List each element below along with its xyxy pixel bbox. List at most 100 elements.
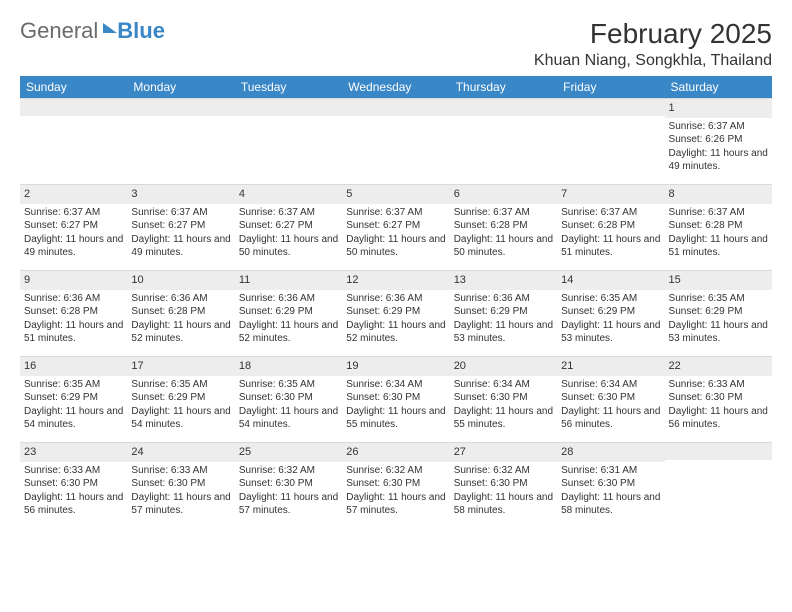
day-number: 12: [342, 270, 449, 290]
day-body: Sunrise: 6:33 AMSunset: 6:30 PMDaylight:…: [127, 462, 234, 522]
day-body: Sunrise: 6:33 AMSunset: 6:30 PMDaylight:…: [665, 376, 772, 436]
day-number: 17: [127, 356, 234, 376]
day-body: [127, 116, 234, 122]
day-info-line: Sunrise: 6:37 AM: [131, 206, 230, 220]
day-number: 8: [665, 184, 772, 204]
day-info-line: Daylight: 11 hours and 53 minutes.: [454, 319, 553, 346]
calendar-cell: 4Sunrise: 6:37 AMSunset: 6:27 PMDaylight…: [235, 184, 342, 270]
day-info-line: Sunrise: 6:32 AM: [454, 464, 553, 478]
day-body: [665, 460, 772, 466]
calendar-cell: 20Sunrise: 6:34 AMSunset: 6:30 PMDayligh…: [450, 356, 557, 442]
calendar-cell: 13Sunrise: 6:36 AMSunset: 6:29 PMDayligh…: [450, 270, 557, 356]
day-info-line: Sunset: 6:30 PM: [346, 477, 445, 491]
day-number: 2: [20, 184, 127, 204]
day-header-sunday: Sunday: [20, 76, 127, 98]
day-info-line: Daylight: 11 hours and 49 minutes.: [131, 233, 230, 260]
day-info-line: Daylight: 11 hours and 55 minutes.: [346, 405, 445, 432]
day-info-line: Sunrise: 6:35 AM: [239, 378, 338, 392]
day-info-line: Sunrise: 6:37 AM: [561, 206, 660, 220]
day-info-line: Sunrise: 6:37 AM: [669, 206, 768, 220]
day-header-tuesday: Tuesday: [235, 76, 342, 98]
day-number: 25: [235, 442, 342, 462]
day-number: 4: [235, 184, 342, 204]
month-title: February 2025: [534, 18, 772, 50]
day-body: Sunrise: 6:37 AMSunset: 6:28 PMDaylight:…: [557, 204, 664, 264]
day-info-line: Sunrise: 6:36 AM: [454, 292, 553, 306]
day-header-saturday: Saturday: [665, 76, 772, 98]
calendar-row: 9Sunrise: 6:36 AMSunset: 6:28 PMDaylight…: [20, 270, 772, 356]
calendar-cell: 21Sunrise: 6:34 AMSunset: 6:30 PMDayligh…: [557, 356, 664, 442]
day-info-line: Sunset: 6:30 PM: [24, 477, 123, 491]
day-info-line: Daylight: 11 hours and 56 minutes.: [24, 491, 123, 518]
day-info-line: Sunrise: 6:35 AM: [561, 292, 660, 306]
day-info-line: Sunrise: 6:37 AM: [346, 206, 445, 220]
day-info-line: Sunset: 6:30 PM: [454, 477, 553, 491]
calendar-cell: 12Sunrise: 6:36 AMSunset: 6:29 PMDayligh…: [342, 270, 449, 356]
day-info-line: Daylight: 11 hours and 49 minutes.: [669, 147, 768, 174]
day-info-line: Daylight: 11 hours and 51 minutes.: [561, 233, 660, 260]
calendar-row: 16Sunrise: 6:35 AMSunset: 6:29 PMDayligh…: [20, 356, 772, 442]
day-info-line: Sunset: 6:29 PM: [669, 305, 768, 319]
day-body: Sunrise: 6:36 AMSunset: 6:29 PMDaylight:…: [342, 290, 449, 350]
day-number: 21: [557, 356, 664, 376]
calendar-cell: [557, 98, 664, 184]
day-info-line: Sunset: 6:30 PM: [239, 477, 338, 491]
day-info-line: Sunset: 6:29 PM: [239, 305, 338, 319]
day-header-monday: Monday: [127, 76, 234, 98]
day-info-line: Sunset: 6:26 PM: [669, 133, 768, 147]
day-info-line: Sunset: 6:28 PM: [561, 219, 660, 233]
day-body: Sunrise: 6:33 AMSunset: 6:30 PMDaylight:…: [20, 462, 127, 522]
day-info-line: Sunrise: 6:33 AM: [24, 464, 123, 478]
day-info-line: Sunrise: 6:36 AM: [239, 292, 338, 306]
day-info-line: Sunrise: 6:33 AM: [669, 378, 768, 392]
calendar-cell: [127, 98, 234, 184]
day-info-line: Sunrise: 6:37 AM: [239, 206, 338, 220]
day-info-line: Sunrise: 6:34 AM: [561, 378, 660, 392]
day-body: Sunrise: 6:32 AMSunset: 6:30 PMDaylight:…: [342, 462, 449, 522]
calendar-cell: 6Sunrise: 6:37 AMSunset: 6:28 PMDaylight…: [450, 184, 557, 270]
day-info-line: Sunrise: 6:36 AM: [131, 292, 230, 306]
day-info-line: Sunrise: 6:36 AM: [24, 292, 123, 306]
day-number: [342, 98, 449, 116]
calendar-cell: [342, 98, 449, 184]
day-info-line: Sunset: 6:28 PM: [454, 219, 553, 233]
day-number: 3: [127, 184, 234, 204]
calendar-cell: 19Sunrise: 6:34 AMSunset: 6:30 PMDayligh…: [342, 356, 449, 442]
logo-text-general: General: [20, 18, 98, 44]
calendar-cell: 15Sunrise: 6:35 AMSunset: 6:29 PMDayligh…: [665, 270, 772, 356]
day-info-line: Daylight: 11 hours and 49 minutes.: [24, 233, 123, 260]
day-info-line: Sunrise: 6:37 AM: [24, 206, 123, 220]
day-body: Sunrise: 6:37 AMSunset: 6:28 PMDaylight:…: [450, 204, 557, 264]
day-body: Sunrise: 6:35 AMSunset: 6:29 PMDaylight:…: [557, 290, 664, 350]
day-info-line: Daylight: 11 hours and 56 minutes.: [561, 405, 660, 432]
day-info-line: Sunset: 6:27 PM: [24, 219, 123, 233]
calendar-cell: 17Sunrise: 6:35 AMSunset: 6:29 PMDayligh…: [127, 356, 234, 442]
day-info-line: Daylight: 11 hours and 54 minutes.: [131, 405, 230, 432]
day-header-friday: Friday: [557, 76, 664, 98]
day-number: [235, 98, 342, 116]
day-info-line: Daylight: 11 hours and 57 minutes.: [346, 491, 445, 518]
day-number: 26: [342, 442, 449, 462]
day-info-line: Sunset: 6:29 PM: [24, 391, 123, 405]
day-body: Sunrise: 6:36 AMSunset: 6:28 PMDaylight:…: [127, 290, 234, 350]
day-body: Sunrise: 6:35 AMSunset: 6:29 PMDaylight:…: [20, 376, 127, 436]
calendar-cell: [450, 98, 557, 184]
day-info-line: Sunset: 6:28 PM: [131, 305, 230, 319]
day-info-line: Sunset: 6:28 PM: [669, 219, 768, 233]
calendar-cell: 10Sunrise: 6:36 AMSunset: 6:28 PMDayligh…: [127, 270, 234, 356]
day-info-line: Sunrise: 6:33 AM: [131, 464, 230, 478]
calendar-cell: [235, 98, 342, 184]
day-number: 20: [450, 356, 557, 376]
logo-triangle-icon: [103, 23, 117, 33]
day-body: Sunrise: 6:37 AMSunset: 6:28 PMDaylight:…: [665, 204, 772, 264]
day-header-wednesday: Wednesday: [342, 76, 449, 98]
calendar-cell: [20, 98, 127, 184]
day-info-line: Sunset: 6:30 PM: [454, 391, 553, 405]
day-number: 18: [235, 356, 342, 376]
calendar-row: 1Sunrise: 6:37 AMSunset: 6:26 PMDaylight…: [20, 98, 772, 184]
days-of-week-row: SundayMondayTuesdayWednesdayThursdayFrid…: [20, 76, 772, 98]
day-number: 24: [127, 442, 234, 462]
day-info-line: Sunset: 6:27 PM: [239, 219, 338, 233]
logo: General Blue: [20, 18, 165, 44]
day-info-line: Daylight: 11 hours and 52 minutes.: [346, 319, 445, 346]
